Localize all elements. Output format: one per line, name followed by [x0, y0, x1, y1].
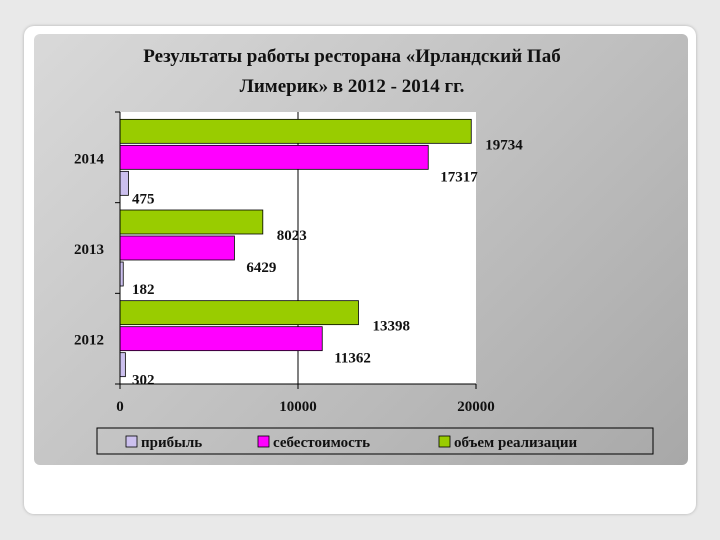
- legend-label: прибыль: [141, 435, 202, 451]
- data-label: 182: [132, 282, 155, 298]
- legend-swatch: [438, 435, 451, 448]
- x-tick-label: 20000: [457, 399, 495, 415]
- bar-прибыль-2014: [119, 170, 129, 196]
- chart-title-line-1: Результаты работы ресторана «Ирландский …: [143, 46, 560, 67]
- bar-себестоимость-2013: [119, 235, 235, 261]
- x-tick-label: 0: [116, 399, 124, 415]
- bar-объем-реализации-2013: [119, 209, 264, 235]
- chart-title-line-2: Лимерик» в 2012 - 2014 гг.: [240, 76, 465, 97]
- legend-swatch: [257, 435, 270, 448]
- bar-себестоимость-2014: [119, 144, 429, 170]
- data-label: 19734: [485, 137, 523, 153]
- legend-swatch: [125, 435, 138, 448]
- category-tick-label: 2013: [74, 242, 104, 258]
- category-tick-label: 2014: [74, 151, 105, 167]
- data-label: 13398: [372, 319, 410, 335]
- data-label: 302: [132, 373, 155, 389]
- legend-label: себестоимость: [273, 435, 370, 451]
- bar-объем-реализации-2014: [119, 118, 472, 144]
- legend-label: объем реализации: [454, 435, 577, 451]
- category-tick-label: 2012: [74, 333, 104, 349]
- bar-себестоимость-2012: [119, 326, 323, 352]
- data-label: 11362: [334, 351, 371, 367]
- bar-объем-реализации-2012: [119, 300, 359, 326]
- data-label: 17317: [440, 169, 478, 185]
- x-tick-label: 10000: [279, 399, 317, 415]
- legend: прибыль себестоимость объем реализации: [96, 427, 654, 455]
- data-label: 8023: [277, 228, 307, 244]
- data-label: 6429: [246, 260, 276, 276]
- data-label: 475: [132, 191, 155, 207]
- legend-box: [96, 427, 654, 455]
- bar-прибыль-2012: [119, 352, 126, 378]
